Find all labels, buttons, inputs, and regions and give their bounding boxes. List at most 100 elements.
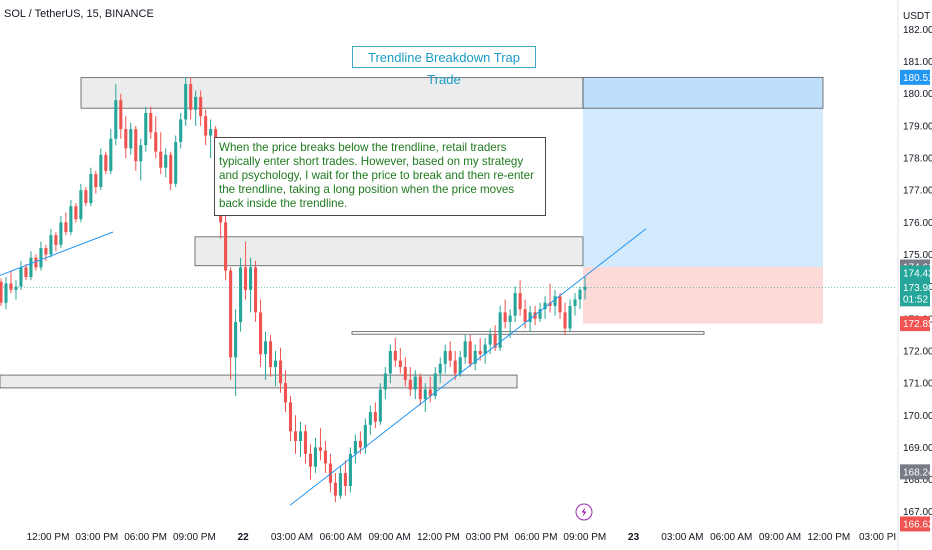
candle-body bbox=[79, 190, 83, 220]
candle-body bbox=[398, 360, 402, 368]
y-tick-label: 178.00 bbox=[903, 154, 932, 165]
candle-body bbox=[144, 113, 148, 146]
candle-body bbox=[483, 344, 487, 355]
y-tick-label: 176.00 bbox=[903, 218, 932, 229]
price-tag bbox=[900, 516, 930, 532]
candle-body bbox=[159, 151, 163, 168]
candle-body bbox=[194, 96, 198, 110]
candle-body bbox=[74, 206, 78, 220]
price-tag-label: 173.98 bbox=[903, 283, 932, 294]
candle-body bbox=[39, 248, 43, 268]
candle-body bbox=[328, 463, 332, 483]
candle-body bbox=[573, 299, 577, 306]
price-tag-label: 166.62 bbox=[903, 519, 932, 530]
candle-body bbox=[363, 424, 367, 448]
candle-body bbox=[393, 350, 397, 361]
candle-body bbox=[54, 235, 58, 245]
candle-body bbox=[293, 431, 298, 441]
candle-body bbox=[368, 412, 372, 425]
candle-body bbox=[553, 296, 557, 306]
candle-body bbox=[318, 447, 323, 451]
candle-body bbox=[353, 440, 357, 454]
candle-body bbox=[513, 293, 517, 316]
price-tag-label: 01:52 bbox=[903, 294, 928, 305]
candle-body bbox=[44, 248, 48, 255]
candle-body bbox=[14, 286, 18, 290]
left-trendline bbox=[0, 231, 114, 276]
strategy-note-annotation: When the price breaks below the trendlin… bbox=[214, 137, 546, 216]
x-tick-label: 06:00 PM bbox=[124, 532, 167, 543]
candle-body bbox=[433, 373, 437, 396]
candle-body bbox=[443, 350, 447, 364]
candle-body bbox=[278, 360, 283, 384]
candle-body bbox=[473, 350, 477, 364]
candle-body bbox=[9, 283, 13, 290]
candle-body bbox=[408, 379, 412, 390]
candle-body bbox=[154, 132, 158, 152]
candle-body bbox=[89, 174, 93, 204]
candle-body bbox=[488, 334, 492, 345]
x-tick-label: 09:00 PM bbox=[563, 532, 606, 543]
candle-body bbox=[29, 257, 33, 277]
x-tick-label: 12:00 PM bbox=[27, 532, 70, 543]
y-tick-label: 168.00 bbox=[903, 475, 932, 486]
candle-body bbox=[84, 190, 88, 204]
x-tick-label: 03:00 AM bbox=[271, 532, 313, 543]
candle-body bbox=[373, 412, 377, 422]
candle-body bbox=[333, 482, 337, 496]
candle-body bbox=[169, 154, 173, 184]
y-tick-label: 169.00 bbox=[903, 443, 932, 454]
zone-supply-mid bbox=[194, 236, 584, 267]
candle-body bbox=[423, 389, 427, 400]
candle-body bbox=[189, 84, 193, 110]
candle-body bbox=[528, 312, 532, 323]
price-tag bbox=[900, 69, 930, 85]
price-tag bbox=[900, 464, 930, 480]
candle-body bbox=[463, 341, 467, 358]
x-tick-label: 12:00 PM bbox=[807, 532, 850, 543]
candle-body bbox=[428, 389, 432, 396]
price-tag bbox=[900, 265, 930, 281]
candle-body bbox=[308, 453, 313, 467]
candle-body bbox=[478, 350, 482, 355]
zone-support-line bbox=[351, 331, 705, 335]
candle-body bbox=[533, 312, 537, 319]
symbol-title[interactable]: SOL / TetherUS, 15, BINANCE bbox=[4, 8, 154, 20]
long-stop-zone bbox=[583, 267, 823, 324]
x-tick-label: 06:00 PM bbox=[515, 532, 558, 543]
candle-body bbox=[64, 222, 68, 232]
candle-body bbox=[263, 341, 268, 355]
price-tag bbox=[900, 316, 930, 332]
candle-body bbox=[578, 289, 582, 300]
candle-body bbox=[303, 431, 308, 454]
lightning-icon bbox=[581, 507, 587, 517]
x-tick-label: 09:00 PM bbox=[173, 532, 216, 543]
candle-body bbox=[204, 116, 208, 136]
candle-body bbox=[503, 312, 507, 323]
candle-body bbox=[563, 312, 567, 329]
y-tick-label: 171.00 bbox=[903, 379, 932, 390]
price-tag-label: 172.85 bbox=[903, 319, 932, 330]
candle-body bbox=[104, 154, 108, 171]
candle-body bbox=[438, 363, 442, 374]
candle-body bbox=[418, 376, 422, 400]
y-tick-label: 180.00 bbox=[903, 89, 932, 100]
candle-body bbox=[548, 302, 552, 306]
candle-body bbox=[109, 138, 113, 171]
candle-body bbox=[4, 283, 8, 303]
candle-body bbox=[129, 129, 133, 149]
candle-body bbox=[119, 100, 123, 130]
candle-body bbox=[134, 129, 138, 162]
y-tick-label: 172.00 bbox=[903, 346, 932, 357]
candle-body bbox=[508, 315, 512, 323]
candle-body bbox=[568, 305, 572, 329]
x-tick-label: 12:00 PM bbox=[417, 532, 460, 543]
candle-body bbox=[34, 257, 38, 268]
candle-body bbox=[413, 376, 417, 390]
candle-body bbox=[249, 267, 253, 290]
candle-body bbox=[229, 270, 233, 358]
candle-body bbox=[268, 341, 273, 368]
candle-body bbox=[199, 96, 203, 117]
x-tick-label: 09:00 AM bbox=[368, 532, 410, 543]
